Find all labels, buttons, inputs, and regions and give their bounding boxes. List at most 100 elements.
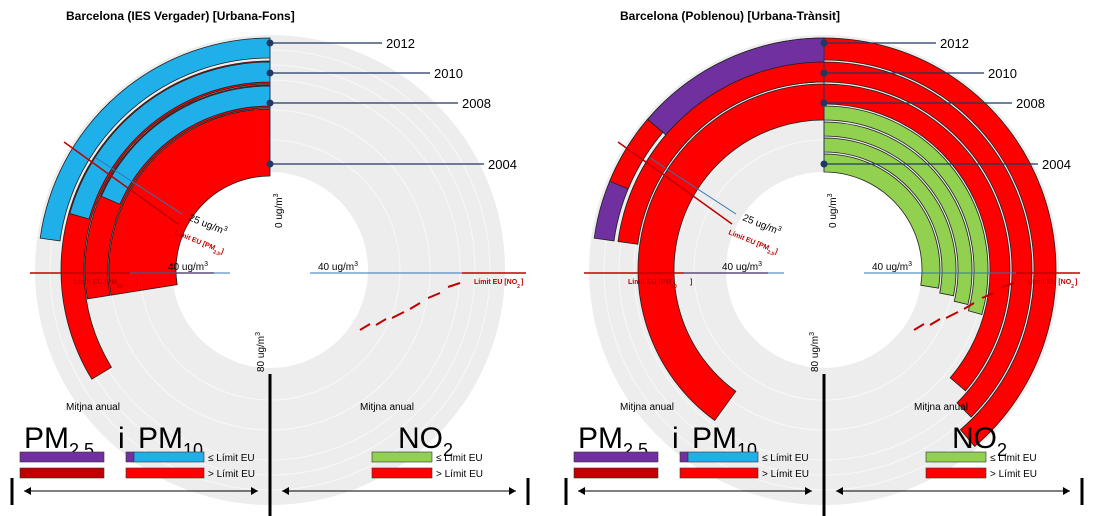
no2-limit-tick bbox=[913, 323, 925, 331]
pm10-limit-close: ] bbox=[690, 279, 692, 286]
legend-gt-no2: > Límit EU bbox=[990, 469, 1037, 480]
legend-pm25-bad-swatch bbox=[19, 467, 105, 479]
pm25-limit-line bbox=[617, 141, 733, 225]
arrow-head bbox=[1063, 487, 1070, 495]
no2-green-bar-0 bbox=[823, 105, 989, 316]
legend-no2-bad-swatch bbox=[925, 467, 987, 479]
no2-limit-tick bbox=[1001, 282, 1015, 288]
legend-no2-label: NO2 bbox=[398, 422, 453, 460]
year-label-2012: 2012 bbox=[940, 36, 969, 51]
no2-green-bar-2 bbox=[823, 137, 957, 297]
no2-green-bar-1 bbox=[823, 121, 973, 306]
no2-limit-tick bbox=[375, 318, 387, 326]
legend-pm10-label: PM10 bbox=[692, 422, 757, 460]
legend-pm10-mini-swatch bbox=[679, 451, 689, 463]
arrow-head bbox=[24, 487, 31, 495]
legend-conj: i bbox=[672, 422, 679, 455]
no2-limit-tick bbox=[427, 292, 441, 299]
no2-limit-value: 40 ug/m3 bbox=[872, 261, 912, 273]
axis-eighty-label: 80 ug/m3 bbox=[255, 332, 267, 372]
legend-le-no2: ≤ Límit EU bbox=[436, 453, 483, 464]
no2-limit-close: ] bbox=[1075, 279, 1077, 286]
legend-no2-label: NO2 bbox=[952, 422, 1007, 460]
pm10-limit-name: Límit EU [PM10 bbox=[628, 279, 677, 290]
axis-eighty-label: 80 ug/m3 bbox=[809, 332, 821, 372]
pm25-limit-value: 25 ug/m3 bbox=[741, 212, 783, 238]
legend-pm25-good-swatch bbox=[573, 451, 659, 463]
no2-limit-tick bbox=[945, 311, 959, 319]
arrow-head bbox=[836, 487, 843, 495]
arrow-head bbox=[251, 487, 258, 495]
arrow-head bbox=[282, 487, 289, 495]
no2-bar-2010 bbox=[823, 61, 1033, 418]
chart-title: Barcelona (IES Vergader) [Urbana-Fons] bbox=[66, 9, 295, 23]
legend-no2-good-swatch bbox=[925, 451, 987, 463]
pm10-bar-2004 bbox=[637, 83, 825, 422]
chart-svg: Barcelona (IES Vergader) [Urbana-Fons] 20… bbox=[10, 9, 530, 516]
legend-pm10-bad-swatch bbox=[125, 467, 205, 479]
legend-le-pm: ≤ Límit EU bbox=[208, 453, 255, 464]
year-dot-2004 bbox=[820, 160, 828, 168]
pm25-limit-value: 25 ug/m3 bbox=[187, 212, 229, 238]
legend-no2-mitjna: Mitjna anual bbox=[914, 402, 968, 413]
pm10-limit-name: Límit EU [PM10 bbox=[74, 279, 123, 290]
no2-limit-close: ] bbox=[521, 279, 523, 286]
year-dot-2010 bbox=[820, 69, 828, 77]
no2-bar-2012 bbox=[823, 37, 1057, 447]
pm10-bar-2010 bbox=[609, 118, 664, 190]
bars bbox=[39, 37, 271, 380]
arrow-head bbox=[578, 487, 585, 495]
year-label-2004: 2004 bbox=[488, 157, 517, 172]
pm25-limit-guide bbox=[649, 157, 737, 215]
legend-pm25-good-swatch bbox=[19, 451, 105, 463]
arrow-head bbox=[509, 487, 516, 495]
legend-pm10-bad-swatch bbox=[679, 467, 759, 479]
no2-limit-value: 40 ug/m3 bbox=[318, 261, 358, 273]
axis-zero-label: 0 ug/m3 bbox=[273, 193, 285, 228]
no2-limit-tick bbox=[409, 302, 421, 310]
pm25-limit-line bbox=[63, 141, 179, 225]
chart-panel-right: Barcelona (Poblenou) [Urbana-Trànsit] 201… bbox=[554, 0, 1108, 516]
chart-svg: Barcelona (Poblenou) [Urbana-Trànsit] 201… bbox=[564, 9, 1084, 516]
legend-pm25-bad-swatch bbox=[573, 467, 659, 479]
year-label-2010: 2010 bbox=[988, 66, 1017, 81]
pm10-limit-close: ] bbox=[136, 279, 138, 286]
chart-panel-left: Barcelona (IES Vergader) [Urbana-Fons] 20… bbox=[10, 9, 530, 516]
legend-pm-mitjna: Mitjna anual bbox=[620, 402, 674, 413]
year-label-2012: 2012 bbox=[386, 36, 415, 51]
pm10-limit-value: 40 ug/m3 bbox=[168, 261, 208, 273]
legend-pm10-good-swatch bbox=[133, 451, 205, 463]
legend-pm25-label: PM2,5 bbox=[578, 422, 648, 460]
year-dot-2008 bbox=[820, 99, 828, 107]
legend-gt-no2: > Límit EU bbox=[436, 469, 483, 480]
no2-limit-name: Límit EU [NO2 bbox=[1028, 279, 1074, 290]
legend-le-pm: ≤ Límit EU bbox=[762, 453, 809, 464]
legend-no2-bad-swatch bbox=[371, 467, 433, 479]
legend-gt-pm: > Límit EU bbox=[762, 469, 809, 480]
legend-gt-pm: > Límit EU bbox=[208, 469, 255, 480]
no2-green-bar-3 bbox=[823, 153, 941, 289]
legend-pm-mitjna: Mitjna anual bbox=[66, 402, 120, 413]
year-dot-2012 bbox=[266, 39, 274, 47]
no2-limit-tick bbox=[981, 292, 995, 299]
legend-no2-mitjna: Mitjna anual bbox=[360, 402, 414, 413]
arrow-head bbox=[805, 487, 812, 495]
legend-pm10-mini-swatch bbox=[125, 451, 135, 463]
no2-limit-tick bbox=[359, 323, 371, 331]
no2-limit-name: Límit EU [NO2 bbox=[474, 279, 520, 290]
year-label-2008: 2008 bbox=[462, 96, 491, 111]
chart-title: Barcelona (Poblenou) [Urbana-Trànsit] bbox=[620, 9, 840, 23]
no2-limit-tick bbox=[963, 302, 975, 310]
legend-conj: i bbox=[118, 422, 125, 455]
year-label-2008: 2008 bbox=[1016, 96, 1045, 111]
no2-limit-tick bbox=[929, 318, 941, 326]
year-label-2004: 2004 bbox=[1042, 157, 1071, 172]
year-label-2010: 2010 bbox=[434, 66, 463, 81]
year-dot-2010 bbox=[266, 69, 274, 77]
pm10-limit-value: 40 ug/m3 bbox=[722, 261, 762, 273]
no2-limit-tick bbox=[391, 311, 405, 319]
bars bbox=[593, 37, 1057, 447]
legend-le-no2: ≤ Límit EU bbox=[990, 453, 1037, 464]
legend-no2-good-swatch bbox=[371, 451, 433, 463]
no2-bar-2008 bbox=[823, 83, 1011, 392]
